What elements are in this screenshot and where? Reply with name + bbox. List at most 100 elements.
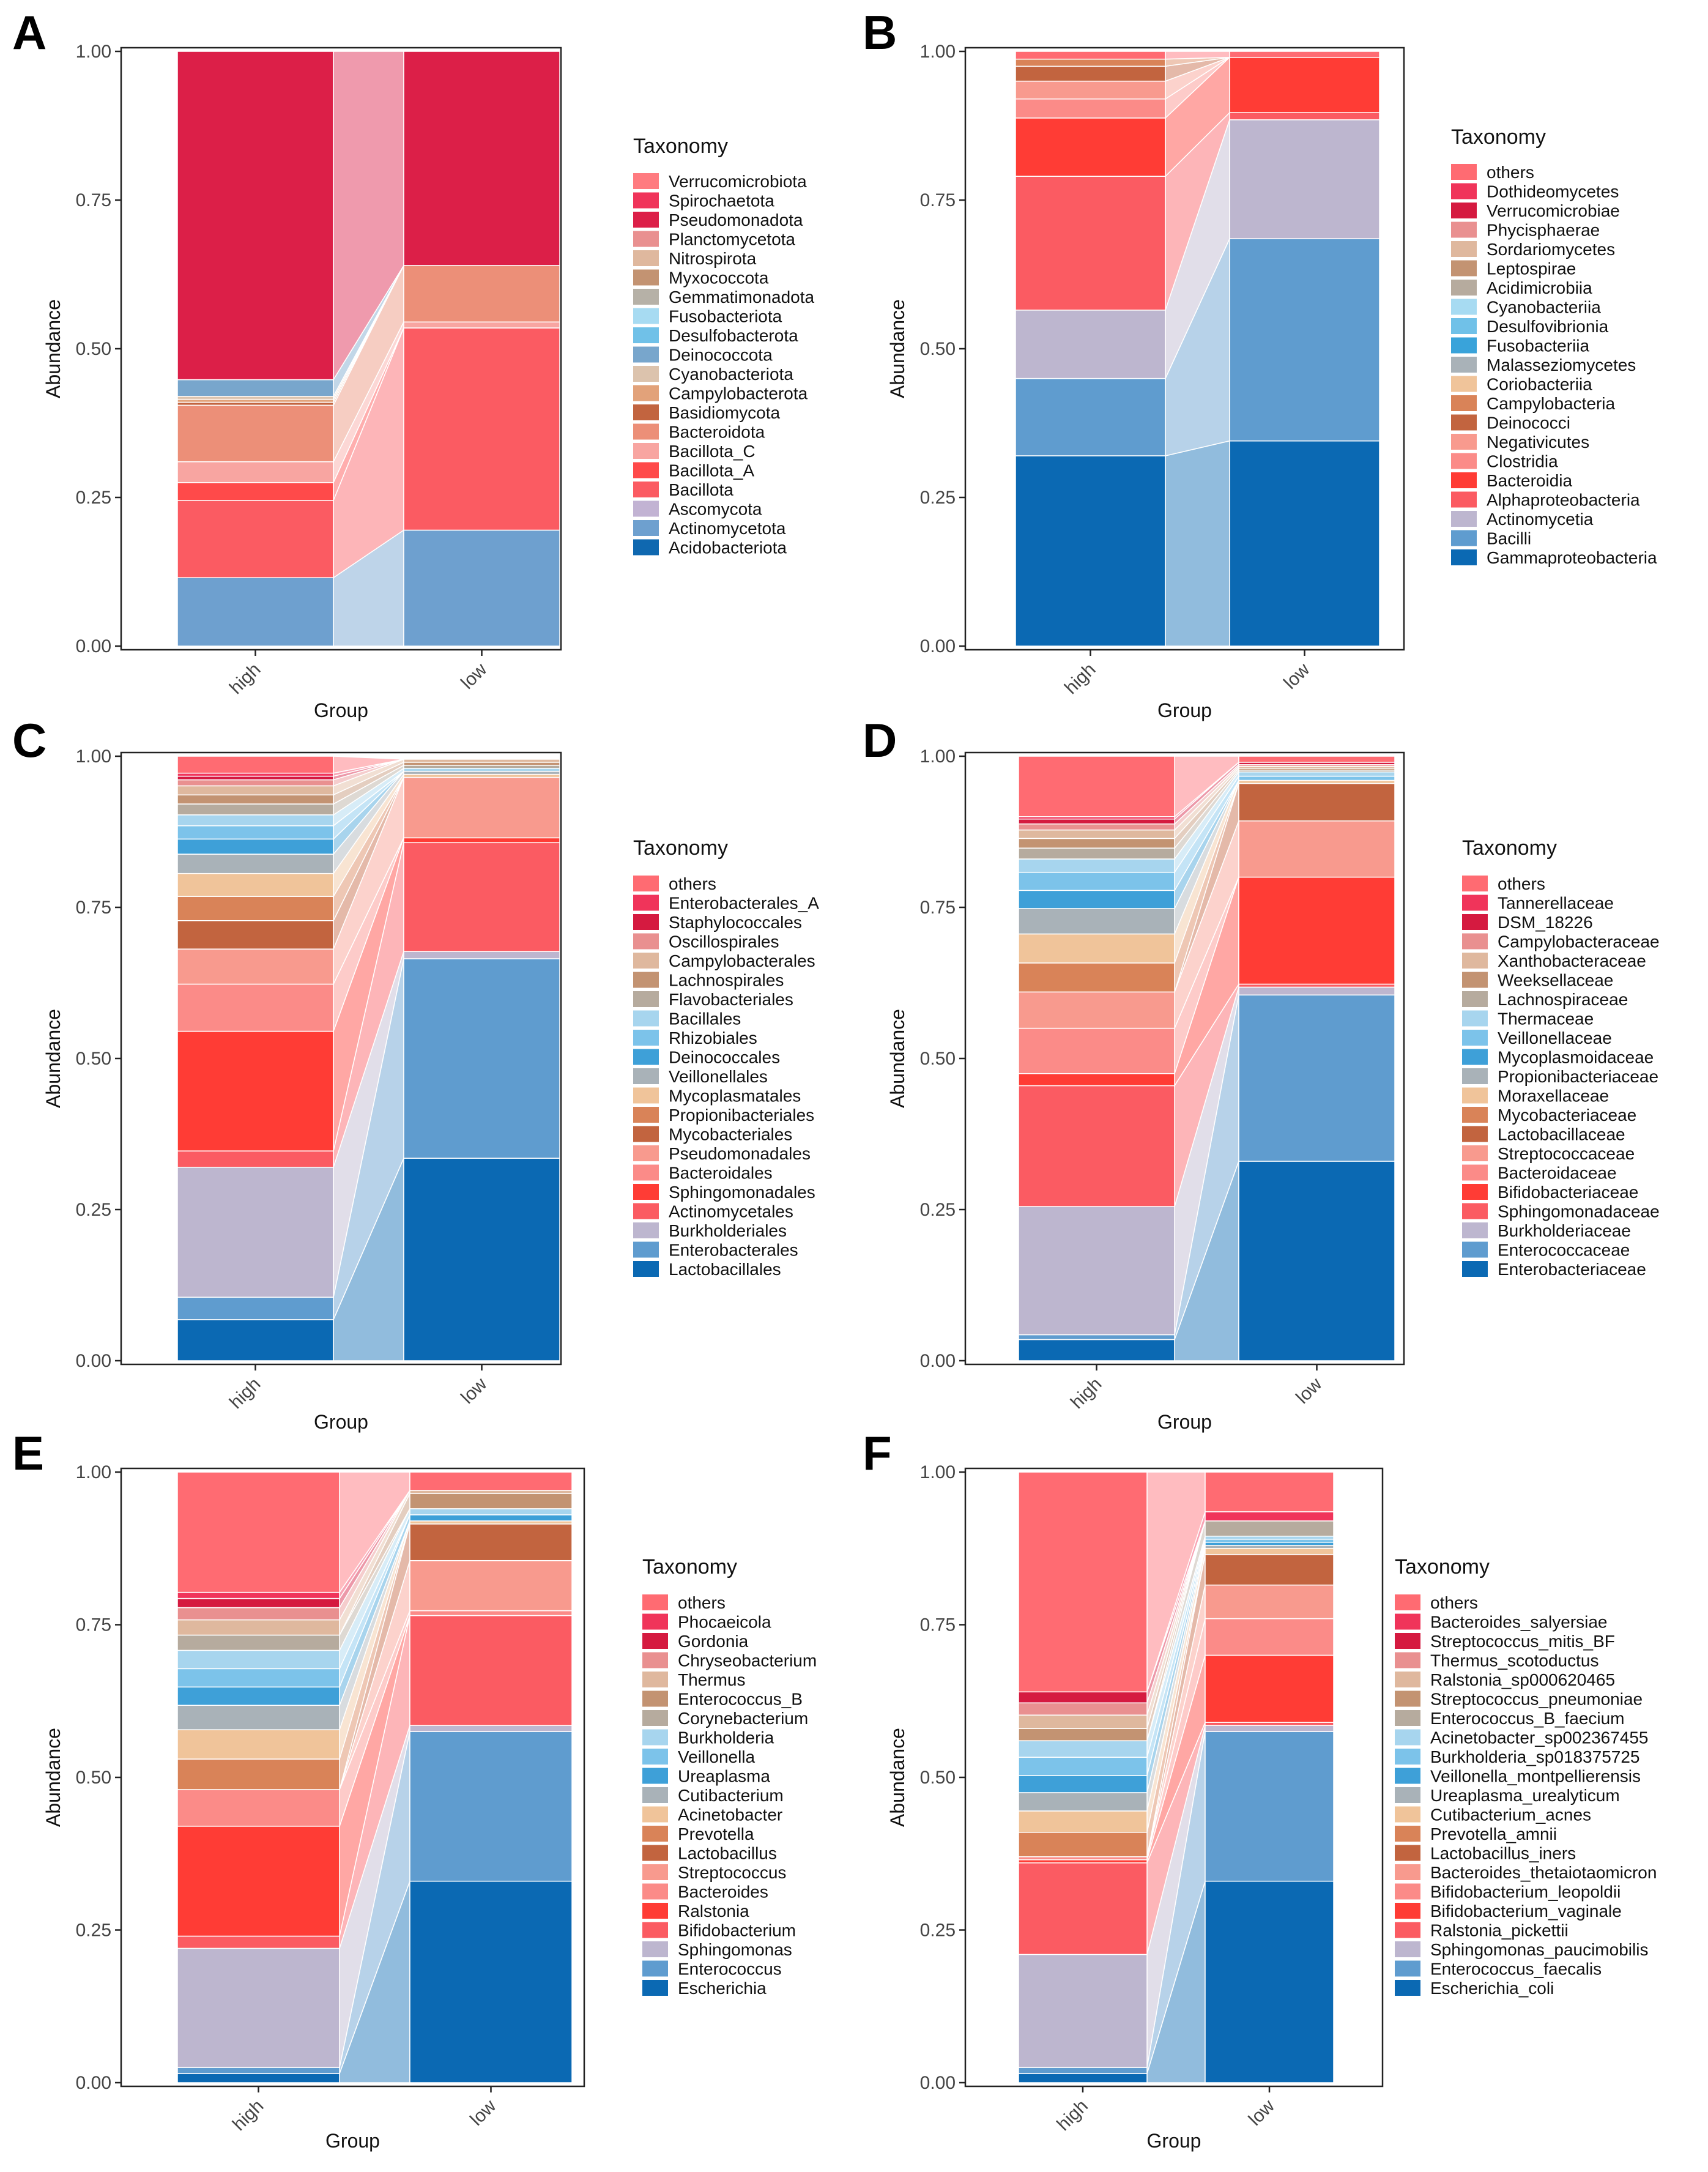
legend: Taxonomy othersTannerellaceaeDSM_18226Cam… [1462, 836, 1660, 1279]
legend-swatch [633, 462, 659, 478]
bar-segment-high-Alphaproteobacteria [1015, 176, 1166, 311]
legend-swatch [633, 173, 659, 189]
bar-segment-low-Enterococcus_B [409, 1493, 573, 1509]
legend-swatch [1395, 1749, 1420, 1765]
y-tick-label: 1.00 [920, 42, 956, 62]
y-tick-label: 0.50 [76, 1049, 111, 1069]
y-tick-label: 0.25 [920, 1200, 956, 1220]
legend-label: Campylobacteria [1487, 394, 1616, 413]
legend-label: Enterococcus_B_faecium [1430, 1709, 1625, 1728]
legend-swatch [1451, 453, 1477, 469]
legend-swatch [642, 1960, 668, 1977]
legend-label: Tannerellaceae [1498, 894, 1614, 913]
bar-segment-low-Bacteroides_thetaiotaomicron [1205, 1584, 1334, 1620]
legend-label: Prevotella_amnii [1430, 1824, 1557, 1843]
legend-swatch [642, 1826, 668, 1842]
legend-swatch [1462, 914, 1488, 930]
bar-segment-low-Streptococcaceae [1238, 820, 1395, 878]
legend-label: Actinomycetales [669, 1202, 793, 1221]
legend-swatch [642, 1903, 668, 1919]
legend-swatch [1451, 280, 1477, 296]
bar-segment-high-Thermaceae [1018, 858, 1175, 873]
y-tick-label: 0.50 [76, 339, 111, 359]
legend-label: Bifidobacterium [678, 1921, 796, 1940]
legend-swatch [633, 250, 659, 266]
legend-label: Ureaplasma_urealyticum [1430, 1786, 1620, 1805]
legend-label: Bifidobacterium_vaginale [1430, 1902, 1622, 1921]
legend-swatch [642, 1768, 668, 1784]
legend-swatch [633, 346, 659, 363]
legend-label: Streptococcus_pneumoniae [1430, 1690, 1643, 1709]
bar-segment-high-others [1018, 1471, 1148, 1693]
legend-label: Ralstonia [678, 1902, 749, 1921]
bar-segment-low-Bacteroidota [403, 265, 560, 323]
legend-swatch [633, 443, 659, 459]
legend-label: Phocaeicola [678, 1613, 771, 1632]
panel-B: B 0.00 0.25 0.50 0.75 1.00 Abundance high low Gro… [863, 6, 1657, 721]
legend-label: Pseudomonadales [669, 1144, 811, 1163]
bar-segment-low-Cutibacterium_acnes [1205, 1548, 1334, 1555]
legend-label: Dothideomycetes [1487, 182, 1619, 201]
y-tick-label: 0.75 [920, 1615, 956, 1635]
legend-swatch [1462, 953, 1488, 969]
legend-swatch [1395, 1922, 1420, 1938]
bar-segment-low-Enterococcus_B_faecium [1205, 1520, 1334, 1537]
legend-label: Bacillota [669, 480, 733, 499]
bar-segment-high-Bacilli [1015, 377, 1166, 456]
bar-segment-high-others [177, 1471, 340, 1593]
bar-segment-low-Enterococcaceae [1238, 994, 1395, 1162]
legend-swatch [633, 231, 659, 247]
legend-label: Streptococcus_mitis_BF [1430, 1632, 1615, 1651]
bar-segment-low-Actinomycetota [403, 529, 560, 647]
legend-title: Taxonomy [1395, 1555, 1490, 1579]
y-tick-label: 0.00 [76, 2073, 111, 2093]
bar-segment-low-Pseudomonadota [403, 51, 560, 266]
legend-label: Spirochaetota [669, 192, 774, 210]
bar-segment-low-Actinomycetales [403, 842, 560, 952]
panel-E: E 0.00 0.25 0.50 0.75 1.00 Abundance high low Gro… [12, 1426, 817, 2152]
legend-label: Fusobacteriia [1487, 337, 1590, 355]
y-tick-label: 1.00 [76, 42, 111, 62]
bar-segment-high-Ralstonia [177, 1826, 340, 1937]
panel-label: B [863, 6, 897, 59]
legend-title: Taxonomy [633, 135, 728, 158]
bar-segment-high-Campylobacterales [177, 785, 334, 795]
y-tick-label: 0.00 [76, 636, 111, 656]
legend-swatch [633, 1184, 659, 1200]
legend-label: Fusobacteriota [669, 307, 782, 326]
legend-swatch [633, 1241, 659, 1258]
legend-swatch [1462, 933, 1488, 950]
legend-label: Acidimicrobiia [1487, 278, 1592, 297]
bar-segment-low-Bifidobacterium_vaginale [1205, 1654, 1334, 1723]
bar-segment-high-Moraxellaceae [1018, 933, 1175, 964]
bar-segment-high-Bacillota_A [177, 482, 334, 501]
legend-label: Basidiomycota [669, 403, 781, 422]
bar-segment-high-Burkholderia_sp018375725 [1018, 1757, 1148, 1776]
legend-label: Negativicutes [1487, 433, 1589, 452]
legend-swatch [1395, 1633, 1420, 1649]
legend-swatch [1462, 1087, 1488, 1104]
legend-swatch [633, 539, 659, 556]
bar-segment-high-Prevotella_amnii [1018, 1832, 1148, 1858]
legend-swatch [1451, 530, 1477, 546]
bar-segment-high-Streptococcus_pneumoniae [1018, 1728, 1148, 1741]
legend-label: Veillonellaceae [1498, 1028, 1612, 1047]
bar-segment-high-others [177, 756, 334, 774]
legend-swatch [1451, 318, 1477, 334]
bar-segment-high-others [1015, 51, 1166, 60]
bar-segment-high-Corynebacterium [177, 1634, 340, 1651]
bar-segment-high-Bacteroidota [177, 404, 334, 463]
legend-swatch [1395, 1864, 1420, 1880]
x-axis-title: Group [1147, 2130, 1201, 2152]
legend-label: Coriobacteriia [1487, 375, 1592, 394]
legend-label: Clostridia [1487, 452, 1558, 471]
bar-segment-high-Enterococcaceae [1018, 1334, 1175, 1341]
bar-segment-high-Gordonia [177, 1597, 340, 1609]
legend-label: Nitrospirota [669, 249, 757, 268]
bar-segment-low-Lactobacillus [409, 1523, 573, 1561]
legend-swatch [633, 1087, 659, 1104]
legend-label: Acinetobacter_sp002367455 [1430, 1728, 1649, 1747]
legend-swatch [1462, 1126, 1488, 1142]
legend-label: Gammaproteobacteria [1487, 548, 1657, 567]
bar-segment-low-Gammaproteobacteria [1229, 440, 1380, 647]
